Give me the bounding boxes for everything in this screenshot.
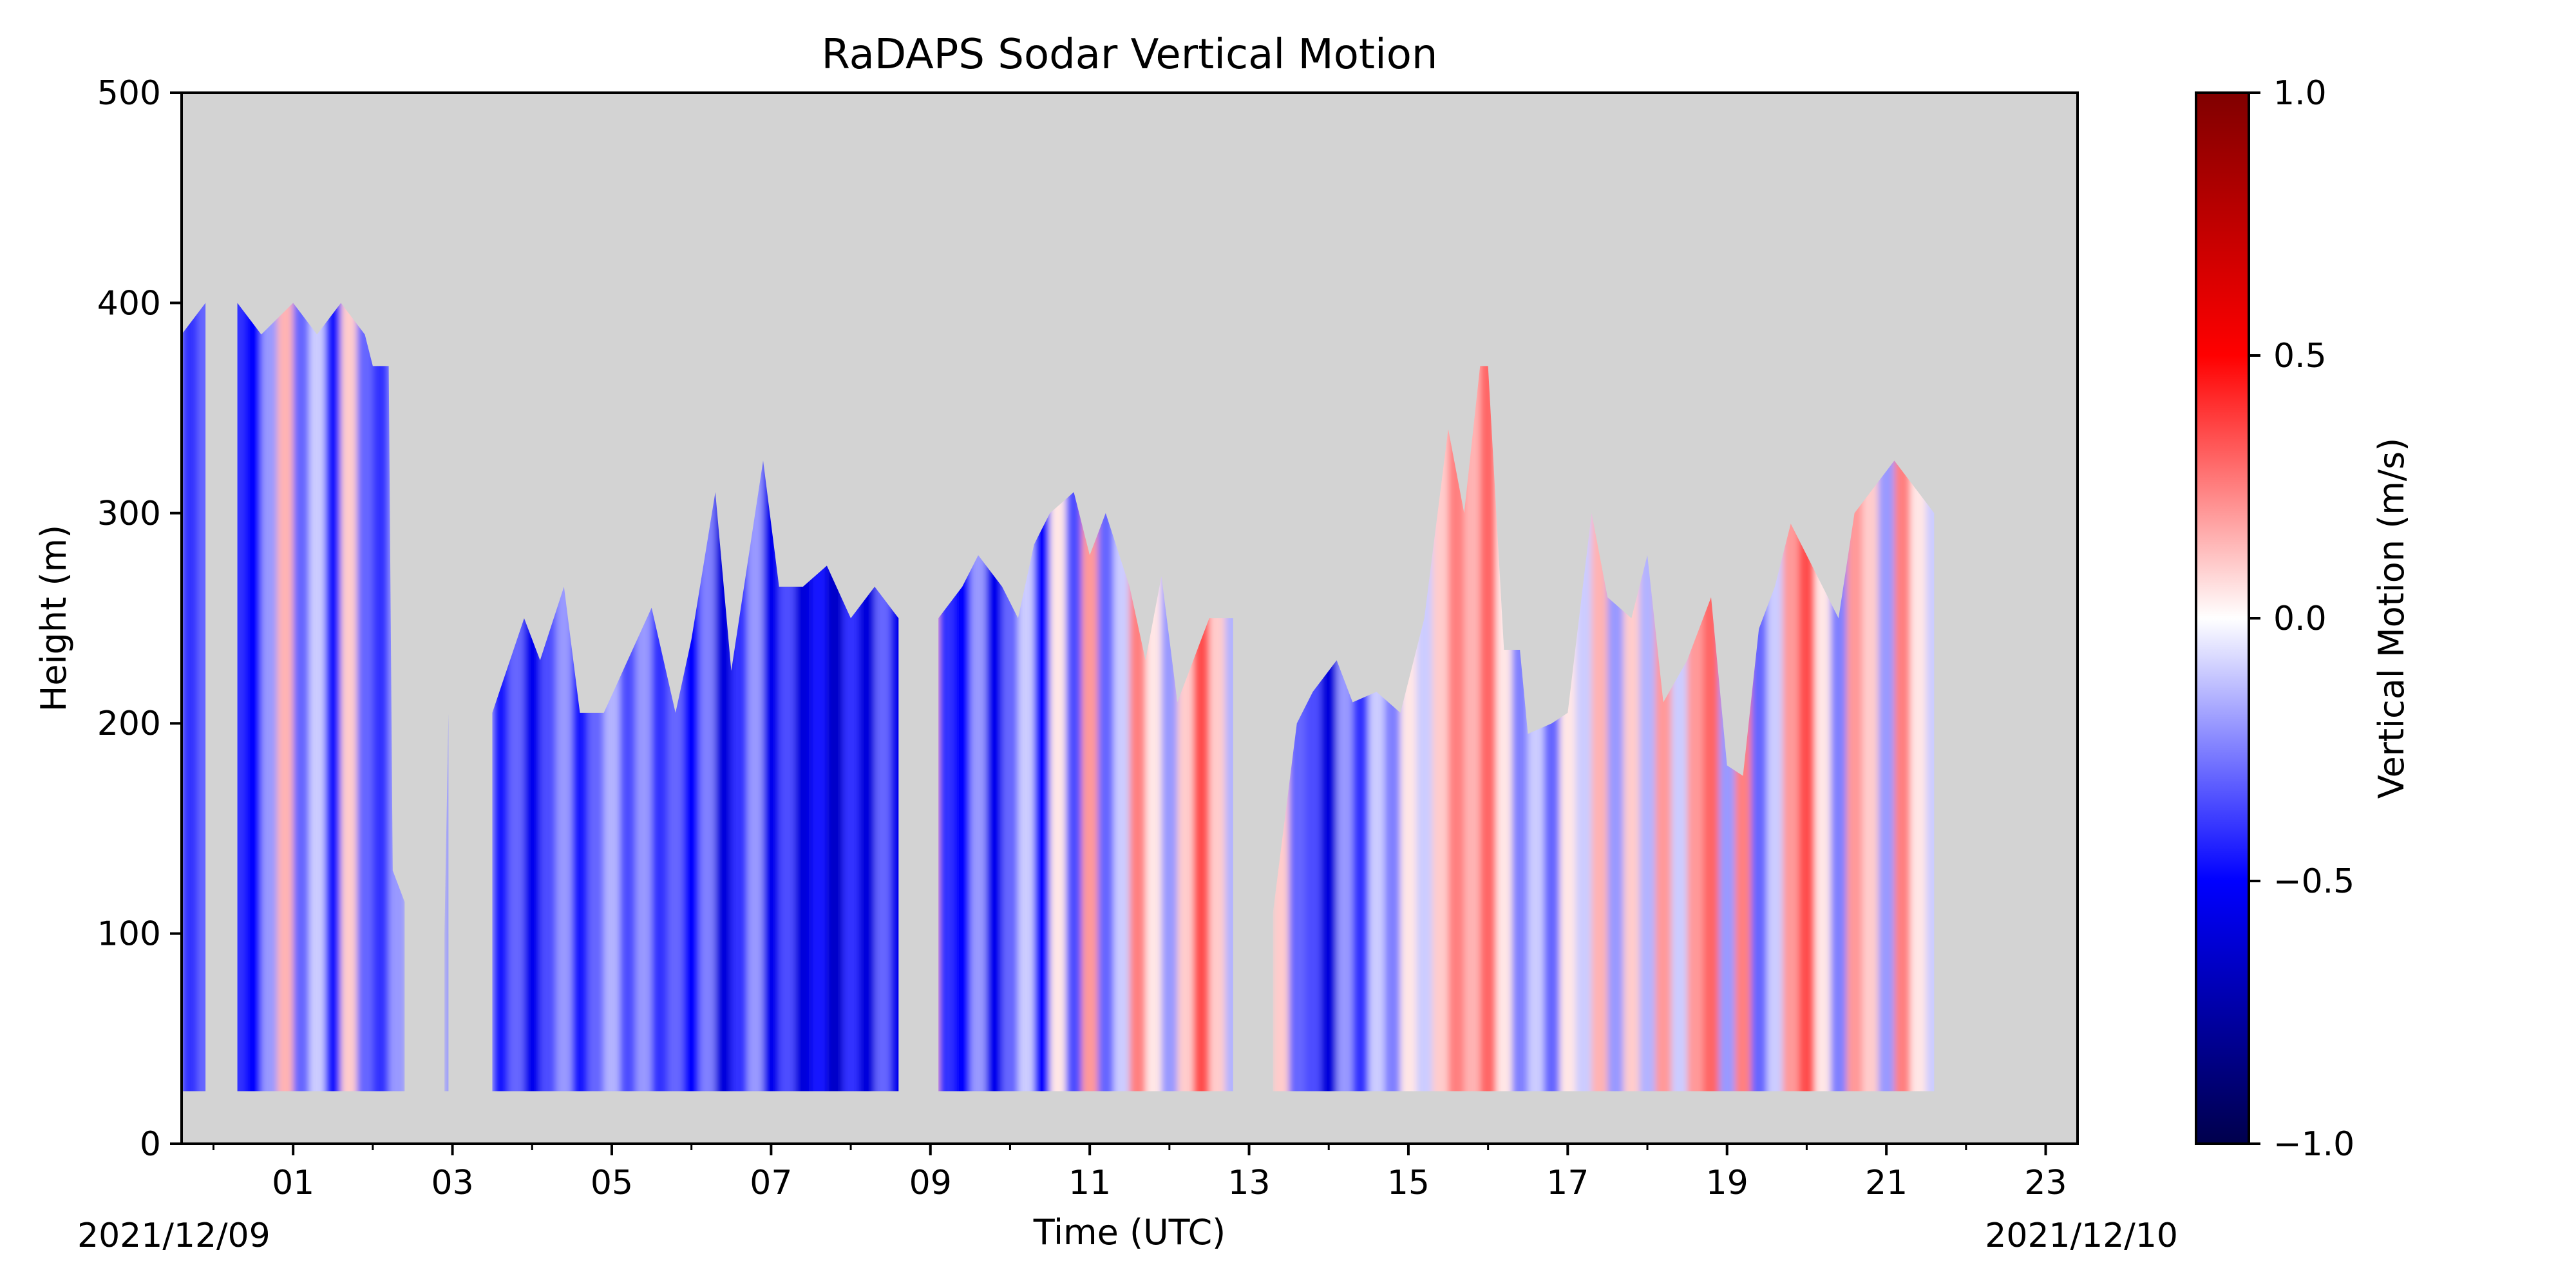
heat-band — [986, 492, 1004, 1092]
colorbar-label: Vertical Motion (m/s) — [2371, 438, 2412, 799]
colorbar: −1.0 −0.5 0.0 0.5 1.0 Vertical Motion (m/s) — [2195, 74, 2412, 1164]
y-axis: 0 100 200 300 400 500 — [97, 74, 182, 1164]
colorbar-tick-label: 0.5 — [2273, 337, 2327, 375]
x-axis: 01 03 05 07 09 11 13 15 17 19 21 23 — [212, 1144, 2067, 1202]
heat-band — [970, 492, 988, 1092]
heat-band — [1113, 492, 1131, 1092]
heat-band — [245, 303, 263, 1092]
x-tick-label: 13 — [1227, 1164, 1270, 1202]
heat-band — [357, 303, 374, 1092]
heat-band — [341, 303, 359, 1092]
x-tick-label: 01 — [272, 1164, 314, 1202]
data-segment — [182, 303, 206, 1092]
heat-band — [1034, 492, 1052, 1092]
data-segment — [444, 712, 449, 1092]
data-segment-fill — [444, 712, 449, 1092]
heat-band — [325, 303, 343, 1092]
x-tick-label: 17 — [1546, 1164, 1589, 1202]
heat-band — [1097, 492, 1115, 1092]
heat-band — [277, 303, 295, 1092]
x-tick-label: 09 — [909, 1164, 952, 1202]
x-date-left: 2021/12/09 — [77, 1217, 270, 1255]
x-tick-label: 23 — [2024, 1164, 2067, 1202]
heat-band — [1894, 366, 1912, 1092]
x-tick-label: 15 — [1387, 1164, 1430, 1202]
heat-band — [1066, 492, 1083, 1092]
heat-band — [293, 303, 310, 1092]
heat-band — [1464, 366, 1482, 1092]
x-tick-label: 11 — [1068, 1164, 1111, 1202]
y-tick-label: 300 — [97, 495, 161, 533]
y-tick-label: 500 — [97, 74, 161, 113]
y-tick-label: 200 — [97, 705, 161, 743]
x-tick-label: 03 — [431, 1164, 473, 1202]
heat-band — [182, 303, 199, 1092]
y-tick-label: 100 — [97, 915, 161, 954]
plot-area — [180, 91, 2079, 1145]
x-axis-label: Time (UTC) — [1033, 1212, 1226, 1253]
y-tick-label: 400 — [97, 284, 161, 323]
heat-band — [1878, 366, 1896, 1092]
x-tick-label: 07 — [750, 1164, 792, 1202]
x-date-right: 2021/12/10 — [1985, 1217, 2178, 1255]
heat-band — [197, 303, 206, 1092]
heat-band — [444, 712, 449, 1092]
heat-band — [308, 303, 327, 1092]
heat-band — [1480, 366, 1498, 1092]
heat-band — [890, 460, 899, 1092]
heat-band — [1081, 492, 1099, 1092]
colorbar-tick-label: 0.0 — [2273, 600, 2327, 638]
heat-band — [237, 303, 247, 1092]
colorbar-gradient — [2195, 91, 2250, 1145]
y-axis-label: Height (m) — [33, 525, 74, 712]
heat-band — [1225, 492, 1233, 1092]
colorbar-tick-label: −0.5 — [2273, 862, 2354, 901]
colorbar-tick-label: 1.0 — [2273, 74, 2327, 113]
heat-band — [1926, 366, 1935, 1092]
heat-band — [1050, 492, 1068, 1092]
colorbar-ticks: −1.0 −0.5 0.0 0.5 1.0 — [2249, 74, 2354, 1164]
x-tick-label: 21 — [1865, 1164, 1908, 1202]
plot-frame — [180, 91, 2079, 1145]
chart-title: RaDAPS Sodar Vertical Motion — [822, 31, 1438, 79]
data-segment-fill — [182, 303, 206, 1092]
x-tick-label: 19 — [1706, 1164, 1748, 1202]
heat-band — [747, 460, 764, 1092]
colorbar-tick-label: −1.0 — [2273, 1125, 2354, 1164]
heat-band — [372, 303, 390, 1092]
heat-band — [261, 303, 279, 1092]
x-tick-label: 05 — [591, 1164, 633, 1202]
y-tick-label: 0 — [140, 1125, 161, 1164]
